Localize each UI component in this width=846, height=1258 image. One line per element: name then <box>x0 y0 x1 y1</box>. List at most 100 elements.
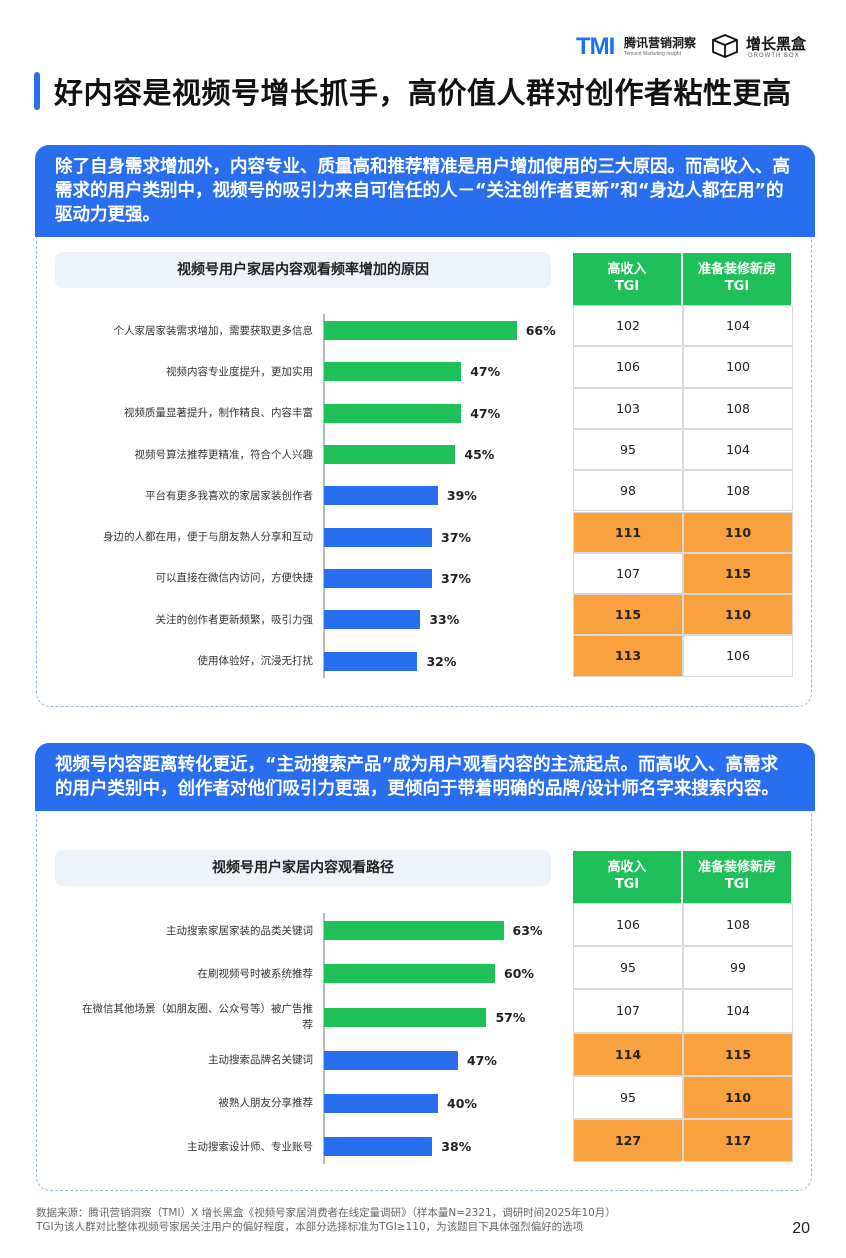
chart-value-label: 45% <box>464 447 495 463</box>
chart-bar <box>324 403 462 423</box>
chart-category-label: 可以直接在微信内访问，方便快捷 <box>155 572 314 585</box>
chart-value-label: 63% <box>512 923 543 939</box>
chart-category-label: 视频内容专业度提升，更加实用 <box>166 365 313 378</box>
tgi-cell: 115 <box>683 552 793 595</box>
tgi-header-title: 准备装修新房 <box>697 262 776 277</box>
tmi-name-en: Tencent Marketing Insight <box>624 51 681 57</box>
chart-bar <box>324 921 504 941</box>
tgi-cell: 104 <box>683 428 793 471</box>
chart-category-label: 主动搜索品牌名关键词 <box>208 1054 313 1067</box>
tgi-cell: 127 <box>573 1119 683 1163</box>
tgi-header-title: 高收入 <box>607 860 647 875</box>
chart-category-label: 主动搜索家居家装的品类关键词 <box>166 924 313 937</box>
chart-value-label: 32% <box>426 653 457 669</box>
chart-category-label: 视频质量显著提升，制作精良、内容丰富 <box>124 407 313 420</box>
tgi-header-renovation: 准备装修新房 TGI <box>683 851 793 903</box>
section-path-headline: 视频号内容距离转化更近，“主动搜索产品”成为用户观看内容的主流起点。而高收入、高… <box>35 743 815 811</box>
chart-bar <box>324 1050 458 1070</box>
tgi-header-title: 准备装修新房 <box>697 860 776 875</box>
chart-axis-line <box>323 913 325 1165</box>
section-reasons: 除了自身需求增加外，内容专业、质量高和推荐精准是用户增加使用的三大原因。而高收入… <box>35 145 815 707</box>
tgi-cell: 117 <box>683 1119 793 1163</box>
chart-bar <box>324 486 438 506</box>
tgi-cell: 104 <box>683 989 793 1033</box>
tgi-cell: 115 <box>683 1032 793 1076</box>
page-number: 20 <box>792 1220 810 1237</box>
tgi-cell: 113 <box>573 635 683 677</box>
section-path: 视频号内容距离转化更近，“主动搜索产品”成为用户观看内容的主流起点。而高收入、高… <box>35 743 815 1191</box>
chart-value-label: 37% <box>441 529 471 545</box>
chart-bar <box>324 610 421 630</box>
chart-value-label: 60% <box>504 966 534 982</box>
tgi-cell: 102 <box>573 305 683 347</box>
chart-title-path: 视频号用户家居内容观看路径 <box>55 850 551 886</box>
tgi-cell: 115 <box>573 594 683 636</box>
tgi-cell: 95 <box>573 1075 683 1119</box>
tgi-header-title: 高收入 <box>607 262 647 277</box>
chart-value-label: 66% <box>525 323 556 339</box>
chart-bar <box>324 1093 438 1113</box>
tgi-cell: 108 <box>683 387 793 429</box>
chart-category-label: 平台有更多我喜欢的家居家装创作者 <box>145 489 313 502</box>
tgi-cell: 110 <box>683 511 793 553</box>
tgi-cell: 107 <box>573 989 683 1033</box>
chart-value-label: 47% <box>470 405 501 421</box>
chart-value-label: 47% <box>470 364 501 380</box>
tgi-cell: 103 <box>573 387 683 429</box>
tgi-cell: 111 <box>573 511 683 553</box>
tgi-header-high-income: 高收入 TGI <box>573 851 683 903</box>
chart-title-reasons: 视频号用户家居内容观看频率增加的原因 <box>55 252 551 288</box>
header-logos: TMI 腾讯营销洞察 Tencent Marketing Insight 增长黑… <box>576 30 816 64</box>
chart-bar <box>324 964 495 984</box>
chart-value-label: 37% <box>441 570 471 586</box>
tgi-header-renovation: 准备装修新房 TGI <box>683 253 793 305</box>
tgi-cell: 107 <box>573 552 683 595</box>
chart-bar <box>324 321 517 341</box>
section-reasons-headline: 除了自身需求增加外，内容专业、质量高和推荐精准是用户增加使用的三大原因。而高收入… <box>35 145 815 237</box>
tgi-cell: 106 <box>573 903 683 947</box>
footnote: 数据来源：腾讯营销洞察（TMI）X 增长黑盒《视频号家居消费者在线定量调研》（样… <box>36 1206 776 1234</box>
chart-category-label: 在刷视频号时被系统推荐 <box>197 967 314 980</box>
tgi-cell: 114 <box>573 1032 683 1076</box>
title-accent-bar <box>34 72 40 110</box>
chart-value-label: 38% <box>441 1139 472 1155</box>
chart-bar <box>324 445 456 465</box>
tgi-cell: 95 <box>573 428 683 471</box>
footnote-source: 数据来源：腾讯营销洞察（TMI）X 增长黑盒《视频号家居消费者在线定量调研》（样… <box>36 1207 616 1219</box>
tgi-cell: 104 <box>683 305 793 347</box>
tgi-header-subtitle: TGI <box>614 877 640 892</box>
chart-category-label: 身边的人都在用，便于与朋友熟人分享和互动 <box>103 531 313 544</box>
tgi-header-subtitle: TGI <box>724 877 750 892</box>
tmi-logo: TMI <box>576 33 615 60</box>
tgi-cell: 108 <box>683 903 793 947</box>
chart-category-label: 在微信其他场景（如朋友圈、公众号等）被广告推荐 <box>82 1003 313 1031</box>
chart-bar <box>324 651 418 671</box>
tgi-cell: 108 <box>683 470 793 512</box>
tgi-cell: 106 <box>683 635 793 677</box>
tgi-cell: 95 <box>573 946 683 990</box>
tgi-cell: 100 <box>683 346 793 388</box>
chart-value-label: 39% <box>446 488 477 504</box>
chart-bar <box>324 1137 433 1157</box>
growth-box-logo-icon <box>712 34 738 58</box>
chart-value-label: 47% <box>466 1052 497 1068</box>
tgi-cell: 99 <box>683 946 793 990</box>
chart-bar <box>324 1007 487 1027</box>
tgi-cell: 98 <box>573 470 683 512</box>
chart-bar <box>324 527 433 547</box>
page-title: 好内容是视频号增长抓手，高价值人群对创作者粘性更高 <box>54 76 792 110</box>
chart-value-label: 57% <box>495 1009 526 1025</box>
chart-category-label: 视频号算法推荐更精准，符合个人兴趣 <box>134 448 314 461</box>
tgi-cell: 106 <box>573 346 683 388</box>
chart-category-label: 被熟人朋友分享推荐 <box>218 1097 314 1110</box>
tgi-header-subtitle: TGI <box>614 279 640 294</box>
chart-axis-line <box>323 314 325 678</box>
chart-bar <box>324 568 433 588</box>
tgi-cell: 110 <box>683 1075 793 1119</box>
chart-category-label: 关注的创作者更新频繁，吸引力强 <box>155 613 314 626</box>
tgi-cell: 110 <box>683 594 793 636</box>
chart-category-label: 使用体验好，沉浸无打扰 <box>197 655 314 668</box>
chart-value-label: 40% <box>447 1095 477 1111</box>
chart-category-label: 主动搜索设计师、专业账号 <box>187 1140 313 1153</box>
growth-box-name-en: GROWTH BOX <box>748 53 800 59</box>
